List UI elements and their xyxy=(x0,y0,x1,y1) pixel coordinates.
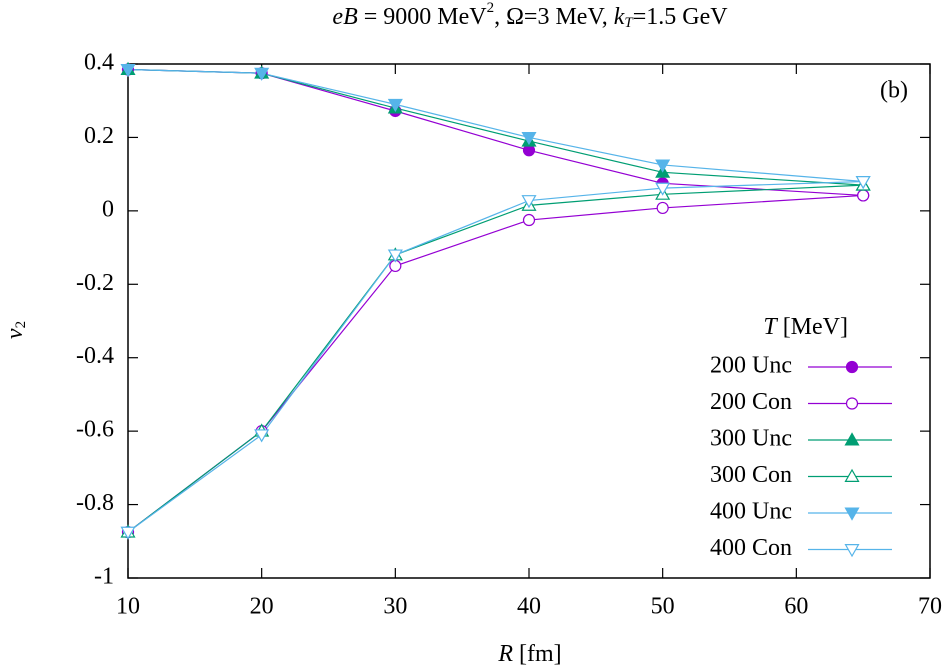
legend-marker xyxy=(844,468,860,482)
legend-marker xyxy=(844,432,860,446)
title-part: eB xyxy=(332,4,358,30)
legend-marker xyxy=(845,397,859,410)
legend-label: 400 Con xyxy=(710,535,792,561)
legend-label: 200 Unc xyxy=(710,353,792,379)
marker xyxy=(254,67,270,81)
series-line xyxy=(127,68,864,183)
annotation: (b) xyxy=(880,78,908,104)
title-part: 2 xyxy=(487,0,495,16)
x-label-part: [fm] xyxy=(513,641,562,667)
title-part: , Ω=3 MeV, xyxy=(494,4,614,30)
title-part: = 9000 MeV xyxy=(358,4,488,30)
title-part: =1.5 GeV xyxy=(633,4,729,30)
legend-label: 400 Unc xyxy=(710,499,792,525)
x-tick-label: 10 xyxy=(116,594,140,620)
marker xyxy=(254,429,270,443)
title-part: k xyxy=(614,4,625,30)
legend-label: 200 Con xyxy=(710,389,792,415)
x-tick-label: 20 xyxy=(250,594,274,620)
title-part: T xyxy=(624,15,634,31)
y-label-part: 2 xyxy=(13,321,29,329)
marker xyxy=(522,213,536,227)
y-tick-label: -0.4 xyxy=(76,343,114,369)
marker xyxy=(387,249,403,263)
chart-title: eB = 9000 MeV2, Ω=3 MeV, kT=1.5 GeV xyxy=(332,0,728,31)
legend-label: 300 Unc xyxy=(710,426,792,452)
x-tick-label: 50 xyxy=(651,594,675,620)
y-tick-label: -0.6 xyxy=(76,417,114,443)
legend-marker xyxy=(845,360,859,374)
marker xyxy=(521,195,537,209)
legend-title: T [MeV] xyxy=(763,314,848,340)
legend-marker xyxy=(844,544,860,558)
y-axis-label: v2 xyxy=(2,321,30,339)
legend-title-part: T xyxy=(763,314,778,340)
legend-title-part: [MeV] xyxy=(777,314,848,340)
marker xyxy=(120,64,136,78)
x-tick-label: 60 xyxy=(784,594,808,620)
series-line xyxy=(127,68,864,186)
x-tick-label: 70 xyxy=(918,594,942,620)
marker xyxy=(855,176,871,190)
y-label-part: v xyxy=(2,328,28,339)
y-tick-label: -1 xyxy=(94,564,114,590)
marker xyxy=(655,182,671,196)
y-tick-label: 0 xyxy=(102,196,114,222)
marker xyxy=(655,159,671,173)
marker xyxy=(387,98,403,113)
y-tick-label: 0.4 xyxy=(84,50,114,76)
marker xyxy=(857,189,870,202)
legend-label: 300 Con xyxy=(710,462,792,488)
x-label-part: R xyxy=(497,641,513,667)
x-tick-label: 40 xyxy=(517,594,541,620)
x-axis-label: R [fm] xyxy=(497,641,561,667)
y-tick-label: -0.8 xyxy=(76,490,114,516)
marker xyxy=(120,526,136,540)
marker xyxy=(656,201,669,215)
y-tick-label: -0.2 xyxy=(76,270,114,296)
series-line xyxy=(127,184,864,533)
series-line xyxy=(127,180,864,533)
y-tick-label: 0.2 xyxy=(84,123,114,149)
legend-marker xyxy=(844,507,860,521)
x-tick-label: 30 xyxy=(383,594,407,620)
marker xyxy=(521,131,537,146)
